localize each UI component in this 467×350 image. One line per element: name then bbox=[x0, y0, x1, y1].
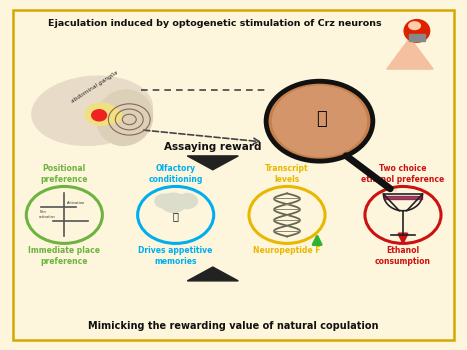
Text: Immediate place
preference: Immediate place preference bbox=[28, 246, 100, 266]
Ellipse shape bbox=[97, 90, 153, 146]
Text: Olfactory
conditioning: Olfactory conditioning bbox=[149, 164, 203, 184]
Text: Neuropeptide F: Neuropeptide F bbox=[253, 246, 321, 255]
Circle shape bbox=[160, 193, 186, 212]
Circle shape bbox=[266, 81, 373, 161]
Text: Two choice
ethanol preference: Two choice ethanol preference bbox=[361, 164, 445, 184]
Ellipse shape bbox=[409, 22, 420, 29]
Ellipse shape bbox=[99, 108, 122, 124]
Circle shape bbox=[92, 110, 106, 121]
Circle shape bbox=[273, 86, 367, 156]
FancyBboxPatch shape bbox=[14, 10, 454, 340]
Text: Ejaculation induced by optogenetic stimulation of Crz neurons: Ejaculation induced by optogenetic stimu… bbox=[48, 20, 382, 28]
Text: Assaying reward: Assaying reward bbox=[164, 142, 262, 153]
Polygon shape bbox=[187, 267, 238, 281]
Ellipse shape bbox=[32, 77, 152, 145]
Text: abdominal ganglia: abdominal ganglia bbox=[71, 70, 119, 104]
Circle shape bbox=[155, 194, 173, 208]
Ellipse shape bbox=[404, 20, 430, 42]
Text: 🪰: 🪰 bbox=[173, 212, 178, 222]
Text: Activation: Activation bbox=[67, 201, 85, 205]
Text: Non
activation: Non activation bbox=[39, 210, 56, 219]
Text: Positional
preference: Positional preference bbox=[41, 164, 88, 184]
Text: 🪰: 🪰 bbox=[317, 111, 327, 128]
FancyBboxPatch shape bbox=[409, 34, 425, 41]
Polygon shape bbox=[387, 38, 433, 69]
Polygon shape bbox=[187, 156, 238, 170]
Text: Transcript
levels: Transcript levels bbox=[265, 164, 309, 184]
Text: Drives appetitive
memories: Drives appetitive memories bbox=[139, 246, 213, 266]
Circle shape bbox=[177, 194, 198, 209]
Text: Ethanol
consumption: Ethanol consumption bbox=[375, 246, 431, 266]
Ellipse shape bbox=[85, 103, 118, 126]
Text: Mimicking the rewarding value of natural copulation: Mimicking the rewarding value of natural… bbox=[88, 321, 379, 331]
